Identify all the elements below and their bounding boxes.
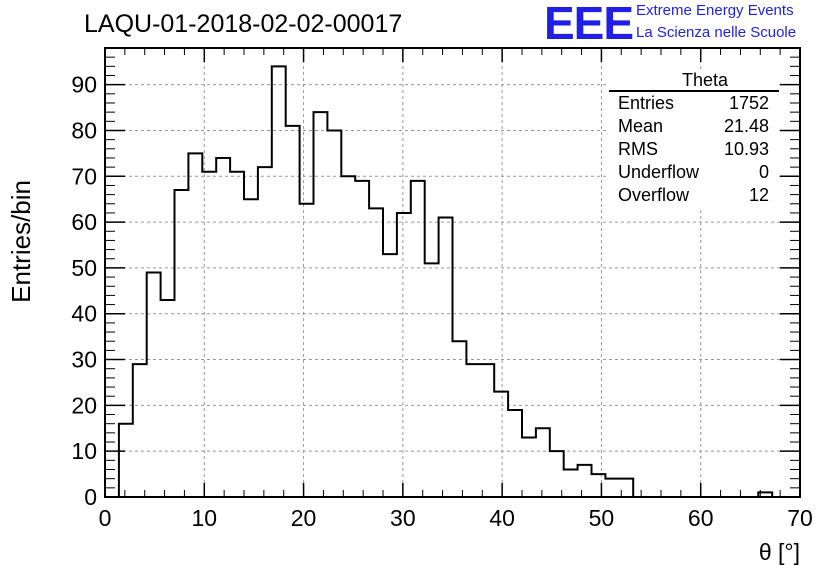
y-tick-label: 70: [71, 163, 97, 189]
stats-value: 1752: [728, 93, 769, 113]
y-tick-label: 90: [71, 72, 97, 98]
x-tick-label: 10: [191, 505, 217, 531]
stats-row-underflow: Underflow 0: [609, 161, 779, 184]
eee-logo: EEE: [544, 0, 634, 49]
x-tick-label: 60: [688, 505, 714, 531]
stats-title: Theta: [609, 70, 779, 92]
axis-ticks: [104, 47, 801, 498]
stats-box: Theta Entries 1752 Mean 21.48 RMS 10.93 Underf…: [609, 70, 779, 207]
stats-label: RMS: [618, 139, 658, 159]
x-tick-labels: 0 10 20 30 40 50 60 70: [99, 505, 813, 531]
stats-label: Mean: [618, 116, 664, 136]
y-tick-label: 20: [71, 392, 97, 418]
y-tick-labels: 0 10 20 30 40 50 60 70 80 90: [71, 72, 97, 510]
y-tick-label: 30: [71, 347, 97, 373]
stats-value: 0: [758, 162, 769, 182]
y-tick-label: 10: [71, 438, 97, 464]
chart-title: LAQU-01-2018-02-02-00017: [84, 10, 403, 38]
plot-frame: [104, 47, 801, 498]
logo-line-1: Extreme Energy Events: [636, 2, 794, 19]
stats-value: 21.48: [723, 116, 769, 136]
x-tick-label: 40: [489, 505, 515, 531]
y-tick-label: 60: [71, 209, 97, 235]
logo-line-2: La Scienza nelle Scuole: [636, 24, 797, 41]
stats-row-mean: Mean 21.48: [609, 115, 779, 138]
x-tick-label: 20: [291, 505, 317, 531]
y-axis-label: Entries/bin: [6, 180, 36, 303]
x-axis-label: θ [°]: [759, 539, 800, 565]
stats-row-entries: Entries 1752: [609, 92, 779, 115]
stats-label: Overflow: [618, 185, 690, 205]
stats-row-rms: RMS 10.93: [609, 138, 779, 161]
y-tick-label: 50: [71, 255, 97, 281]
stats-label: Underflow: [618, 162, 700, 182]
histogram-line: [105, 65, 800, 498]
stats-row-overflow: Overflow 12: [609, 184, 779, 207]
x-tick-label: 70: [787, 505, 813, 531]
y-tick-label: 0: [84, 484, 97, 510]
stats-label: Entries: [618, 93, 675, 113]
stats-value: 10.93: [723, 139, 769, 159]
y-tick-label: 80: [71, 117, 97, 143]
x-tick-label: 30: [390, 505, 416, 531]
x-tick-label: 50: [589, 505, 615, 531]
x-tick-label: 0: [99, 505, 112, 531]
stats-value: 12: [748, 185, 769, 205]
y-tick-label: 40: [71, 301, 97, 327]
